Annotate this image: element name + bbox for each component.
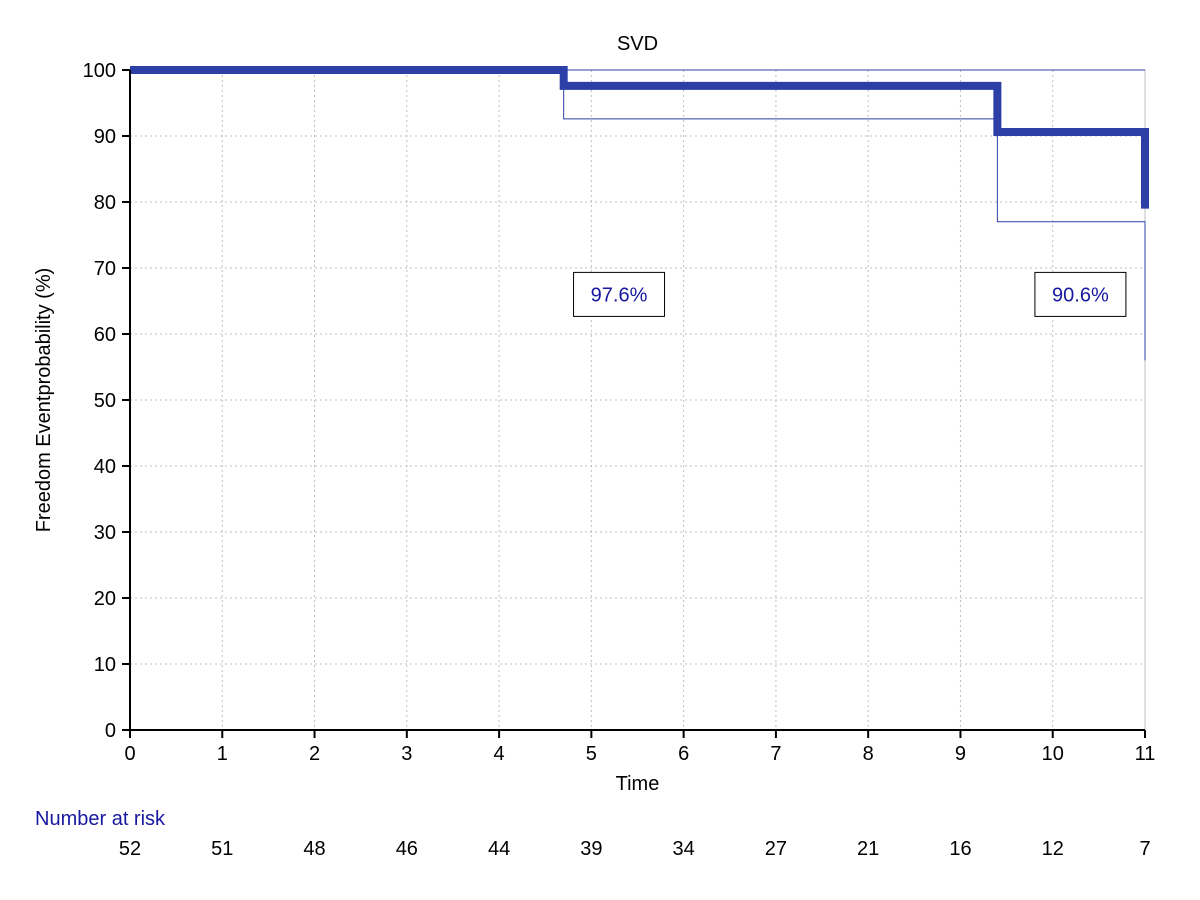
number-at-risk-value: 21 [857,838,879,860]
y-tick-label: 50 [94,390,116,412]
y-tick-label: 80 [94,192,116,214]
annotation-text: 97.6% [591,284,648,306]
y-tick-label: 70 [94,258,116,280]
y-tick-label: 20 [94,588,116,610]
km-chart-svg: 012345678910110102030405060708090100SVDT… [0,0,1200,900]
y-tick-label: 0 [105,720,116,742]
chart-title: SVD [617,33,658,55]
x-tick-label: 11 [1135,743,1156,765]
y-tick-label: 30 [94,522,116,544]
km-chart-container: 012345678910110102030405060708090100SVDT… [0,0,1200,900]
x-tick-label: 1 [217,743,228,765]
number-at-risk-value: 7 [1139,838,1150,860]
x-tick-label: 0 [124,743,135,765]
y-tick-label: 100 [83,60,116,82]
x-tick-label: 9 [955,743,966,765]
number-at-risk-value: 34 [673,838,695,860]
number-at-risk-value: 46 [396,838,418,860]
number-at-risk-value: 16 [949,838,971,860]
x-tick-label: 7 [770,743,781,765]
y-tick-label: 10 [94,654,116,676]
y-tick-label: 40 [94,456,116,478]
x-tick-label: 5 [586,743,597,765]
y-tick-label: 90 [94,126,116,148]
number-at-risk-value: 52 [119,838,141,860]
x-tick-label: 8 [863,743,874,765]
number-at-risk-value: 39 [580,838,602,860]
x-tick-label: 4 [494,743,505,765]
number-at-risk-label: Number at risk [35,808,166,830]
x-tick-label: 3 [401,743,412,765]
annotation-text: 90.6% [1052,284,1109,306]
y-axis-label: Freedom Eventprobability (%) [33,268,55,533]
number-at-risk-value: 48 [303,838,325,860]
x-tick-label: 6 [678,743,689,765]
x-axis-label: Time [616,773,660,795]
number-at-risk-value: 44 [488,838,510,860]
number-at-risk-value: 12 [1042,838,1064,860]
y-tick-label: 60 [94,324,116,346]
x-tick-label: 10 [1042,743,1064,765]
number-at-risk-value: 51 [211,838,233,860]
x-tick-label: 2 [309,743,320,765]
number-at-risk-value: 27 [765,838,787,860]
